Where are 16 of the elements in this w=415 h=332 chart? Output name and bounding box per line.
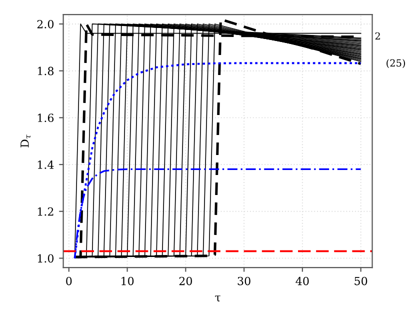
y-tick-label: 2.0: [37, 20, 54, 28]
annotation: (25): [386, 59, 405, 68]
y-tick-label: 1.6: [38, 114, 54, 122]
x-tick-label: 40: [296, 276, 309, 286]
annotation: 2: [375, 32, 380, 40]
x-tick-label: 20: [179, 276, 192, 286]
x-tick-label: 30: [238, 276, 250, 286]
y-tick-label: 1.8: [38, 66, 54, 76]
x-tick-label: 10: [122, 276, 134, 286]
x-axis-title: τ: [215, 296, 220, 302]
x-tick-label: 0: [66, 276, 72, 286]
y-tick-label: 1.0: [38, 254, 54, 263]
y-tick-label: 1.4: [38, 160, 54, 169]
y-axis-title: D$_{τ}$: [20, 134, 30, 148]
y-tick-label: 1.2: [38, 207, 54, 216]
x-tick-label: 50: [354, 276, 368, 286]
